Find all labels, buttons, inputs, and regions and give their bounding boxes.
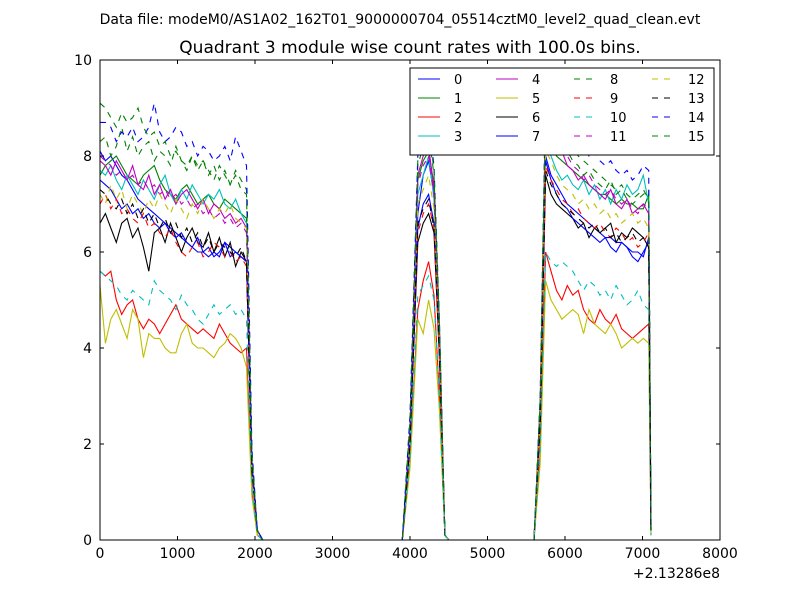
series-line-7 xyxy=(99,160,652,541)
series-line-14 xyxy=(100,87,652,541)
x-tick-label: 0 xyxy=(96,546,105,562)
chart-title: Quadrant 3 module wise count rates with … xyxy=(179,38,640,58)
x-tick-label: 2000 xyxy=(237,546,273,562)
legend-label-12: 12 xyxy=(688,73,705,88)
series-lines xyxy=(99,87,652,541)
x-tick-label: 6000 xyxy=(547,546,583,562)
legend-label-1: 1 xyxy=(454,92,462,107)
x-tick-label: 8000 xyxy=(702,546,738,562)
legend-label-4: 4 xyxy=(532,73,540,88)
legend-label-9: 9 xyxy=(610,92,618,107)
legend-label-15: 15 xyxy=(688,130,705,145)
series-line-13 xyxy=(99,170,652,541)
y-tick-label: 4 xyxy=(83,341,92,357)
series-line-9 xyxy=(99,165,652,541)
x-tick-label: 5000 xyxy=(470,546,506,562)
legend-label-6: 6 xyxy=(532,111,540,126)
series-line-1 xyxy=(99,134,652,541)
y-tick-label: 10 xyxy=(74,53,92,69)
data-file-suptitle: Data file: modeM0/AS1A02_162T01_90000007… xyxy=(100,12,701,28)
series-line-12 xyxy=(99,149,652,541)
x-tick-label: 3000 xyxy=(315,546,351,562)
y-tick-label: 0 xyxy=(83,533,92,549)
series-line-10 xyxy=(99,249,652,541)
x-offset-label: +2.13286e8 xyxy=(633,566,720,582)
legend-label-2: 2 xyxy=(454,111,462,126)
legend-label-11: 11 xyxy=(610,130,627,145)
legend-label-10: 10 xyxy=(610,111,627,126)
legend-label-8: 8 xyxy=(610,73,618,88)
y-tick-label: 6 xyxy=(83,245,92,261)
y-tick-label: 2 xyxy=(83,437,92,453)
series-line-8 xyxy=(99,105,652,541)
x-tick-label: 7000 xyxy=(625,546,661,562)
series-line-15 xyxy=(99,96,652,541)
x-tick-label: 1000 xyxy=(160,546,196,562)
series-line-6 xyxy=(99,175,652,541)
legend-label-14: 14 xyxy=(688,111,705,126)
series-line-0 xyxy=(99,150,652,541)
legend-box xyxy=(409,67,715,156)
legend-label-13: 13 xyxy=(688,92,705,107)
legend-label-5: 5 xyxy=(532,92,540,107)
legend-label-7: 7 xyxy=(532,130,540,145)
x-tick-label: 4000 xyxy=(392,546,428,562)
y-tick-label: 8 xyxy=(83,149,92,165)
series-line-11 xyxy=(99,112,652,541)
legend-label-0: 0 xyxy=(454,73,462,88)
legend-label-3: 3 xyxy=(454,130,462,145)
series-line-2 xyxy=(99,251,652,541)
